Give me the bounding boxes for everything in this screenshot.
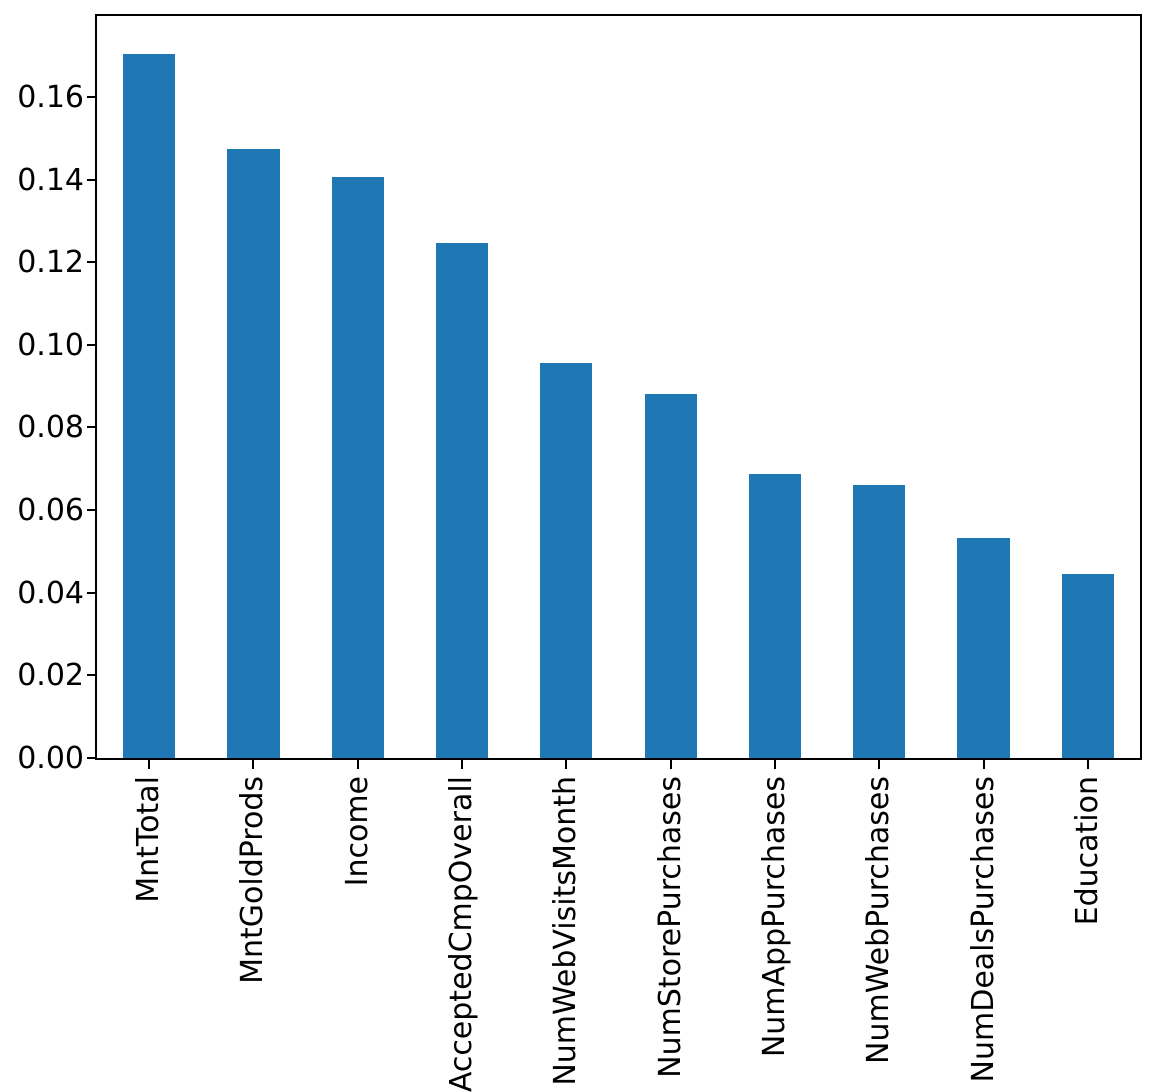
bar: [957, 537, 1010, 758]
y-tick: [87, 509, 95, 512]
x-tick-label: NumWebPurchases: [861, 776, 897, 1064]
bar: [331, 177, 384, 758]
y-tick-label: 0.14: [17, 162, 84, 198]
y-tick-label: 0.16: [17, 79, 84, 115]
y-tick-label: 0.08: [17, 410, 84, 446]
x-tick-label: NumDealsPurchases: [965, 776, 1001, 1083]
y-tick: [87, 343, 95, 346]
x-tick-label: Income: [339, 776, 375, 887]
y-tick: [87, 674, 95, 677]
bar: [748, 473, 802, 758]
x-tick: [669, 760, 672, 769]
y-tick-label: 0.04: [17, 575, 84, 611]
bar: [435, 242, 489, 758]
y-tick: [87, 757, 95, 759]
x-tick-label: MntGoldProds: [235, 776, 271, 984]
x-tick-label: AcceptedCmpOverall: [444, 776, 480, 1092]
y-tick-label: 0.02: [17, 658, 84, 694]
x-tick-label: NumStorePurchases: [652, 776, 688, 1078]
x-tick: [356, 760, 359, 769]
bar: [853, 484, 906, 758]
x-tick: [148, 760, 151, 769]
x-tick: [982, 760, 985, 769]
x-tick: [1086, 760, 1089, 769]
y-tick-label: 0.00: [17, 741, 84, 776]
x-tick-label: MntTotal: [131, 776, 167, 903]
bar: [123, 53, 176, 758]
x-tick: [565, 760, 568, 769]
x-tick: [461, 760, 464, 769]
y-tick-label: 0.06: [17, 493, 84, 529]
x-tick: [878, 760, 881, 769]
y-tick-label: 0.10: [17, 327, 84, 363]
y-tick: [87, 591, 95, 594]
x-tick: [773, 760, 776, 769]
bar: [1061, 573, 1114, 758]
bar: [644, 394, 697, 758]
y-tick: [87, 426, 95, 429]
bar: [540, 363, 593, 758]
y-tick: [87, 95, 95, 98]
x-tick-label: NumAppPurchases: [756, 776, 792, 1058]
y-tick: [87, 261, 95, 264]
bar: [227, 149, 280, 758]
y-tick-label: 0.12: [17, 245, 84, 281]
y-tick: [87, 178, 95, 181]
x-tick-label: Education: [1069, 776, 1105, 926]
x-tick: [252, 760, 255, 769]
plot-area: [97, 16, 1140, 758]
x-tick-label: NumWebVisitsMonth: [548, 776, 584, 1086]
